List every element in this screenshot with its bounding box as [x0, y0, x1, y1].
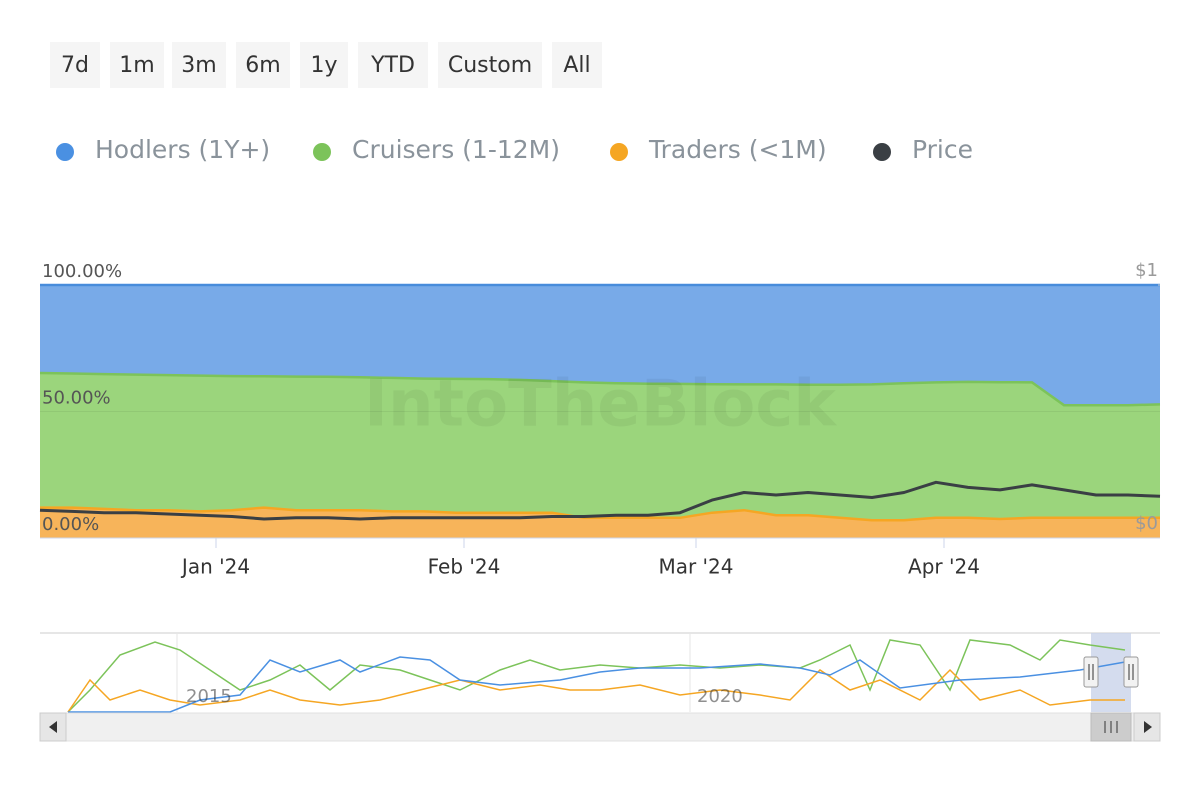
legend-marker[interactable] [873, 143, 891, 161]
navigator-label: 2015 [186, 686, 232, 707]
legend: Hodlers (1Y+) Cruisers (1-12M) Traders (<1… [56, 135, 973, 164]
legend-label[interactable]: Traders (<1M) [648, 135, 827, 164]
range-button-label[interactable]: 3m [181, 53, 216, 78]
y2-tick-label: $1 [1135, 260, 1158, 281]
y-tick-label: 100.00% [42, 261, 122, 282]
range-button-label[interactable]: 7d [61, 53, 89, 78]
range-button[interactable] [438, 42, 542, 88]
thumb-grip [1104, 721, 1118, 733]
navigator-line [67, 668, 1125, 713]
range-button[interactable] [300, 42, 348, 88]
x-tick-label: Feb '24 [428, 555, 501, 579]
handle-grip [1128, 664, 1134, 680]
scrollbar-track[interactable] [39, 712, 1161, 742]
plot-area: 0.00% 50.00% 100.00% $0 $1 Jan '24 Feb '24 Mar … [39, 260, 1161, 579]
area-line [40, 506, 1160, 522]
x-tick-label: Jan '24 [180, 555, 250, 579]
range-button[interactable] [50, 42, 100, 88]
range-button-label[interactable]: All [563, 53, 590, 78]
x-tick-label: Apr '24 [908, 555, 980, 579]
navigator-line [68, 656, 1126, 713]
legend-marker[interactable] [313, 143, 331, 161]
range-button[interactable] [358, 42, 428, 88]
range-button[interactable] [552, 42, 602, 88]
y-tick-label: 50.00% [42, 388, 111, 409]
price-line [39, 480, 1161, 521]
handle-grip [1088, 664, 1094, 680]
range-button-label[interactable]: Custom [448, 53, 532, 78]
navigator: 2015 2020 [39, 632, 1161, 742]
range-button-label[interactable]: 1y [310, 53, 337, 78]
legend-label[interactable]: Cruisers (1-12M) [352, 135, 560, 164]
x-tick-label: Mar '24 [658, 555, 733, 579]
legend-marker[interactable] [56, 143, 74, 161]
navigator-handle[interactable] [1083, 656, 1099, 688]
navigator-line [67, 639, 1126, 713]
y2-tick-label: $0 [1135, 513, 1158, 534]
arrow-right [1144, 721, 1152, 733]
arrow-left [49, 721, 57, 733]
range-button-label[interactable]: YTD [370, 53, 415, 78]
legend-label[interactable]: Hodlers (1Y+) [95, 135, 270, 164]
range-button[interactable] [236, 42, 290, 88]
y-tick-label: 0.00% [42, 514, 99, 535]
area-fill [40, 373, 1160, 521]
navigator-label: 2020 [697, 686, 743, 707]
range-button-label[interactable]: 6m [245, 53, 280, 78]
range-button-label[interactable]: 1m [119, 53, 154, 78]
legend-label[interactable]: Price [912, 135, 973, 164]
area-line [39, 371, 1161, 407]
range-selector: 7d 1m 3m 6m 1y YTD Custom All [50, 42, 602, 88]
range-button[interactable] [110, 42, 164, 88]
area-fill [40, 285, 1160, 406]
watermark: IntoTheBlock [364, 368, 837, 442]
area-fill [40, 507, 1160, 538]
range-button[interactable] [172, 42, 226, 88]
navigator-handle[interactable] [1123, 656, 1139, 688]
legend-marker[interactable] [610, 143, 628, 161]
